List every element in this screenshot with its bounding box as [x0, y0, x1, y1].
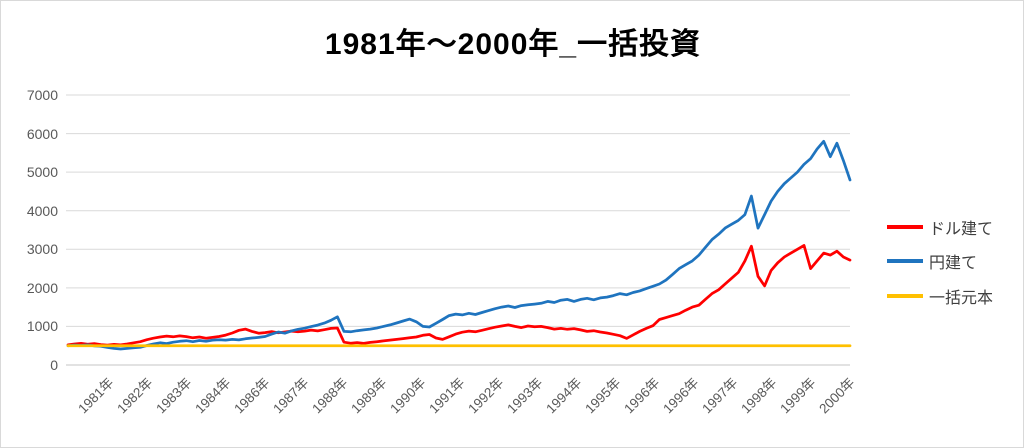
- chart-title: 1981年～2000年_一括投資: [324, 28, 702, 61]
- y-axis-label: 2000: [26, 279, 58, 296]
- series-line-1: [66, 139, 852, 351]
- legend-item-yen: 円建て: [887, 251, 978, 272]
- y-axis-label: 1000: [26, 318, 58, 335]
- legend-line-swatch-usd: [887, 225, 923, 229]
- legend-line-swatch-yen: [887, 259, 923, 263]
- legend-item-usd: ドル建て: [887, 217, 994, 238]
- legend-line-swatch-principal: [887, 294, 923, 298]
- legend-label: 円建て: [929, 255, 978, 272]
- legend-label: 一括元本: [929, 290, 994, 307]
- legend-item-principal: 一括元本: [887, 286, 994, 307]
- y-axis-label: 3000: [26, 241, 58, 258]
- legend-label: ドル建て: [929, 221, 994, 238]
- y-axis-label: 7000: [26, 87, 58, 103]
- y-axis-label: 0: [50, 357, 58, 373]
- y-axis-label: 6000: [26, 125, 58, 142]
- y-axis-label: 4000: [26, 202, 58, 219]
- series-line-0: [66, 244, 852, 347]
- y-axis-label: 5000: [26, 164, 58, 181]
